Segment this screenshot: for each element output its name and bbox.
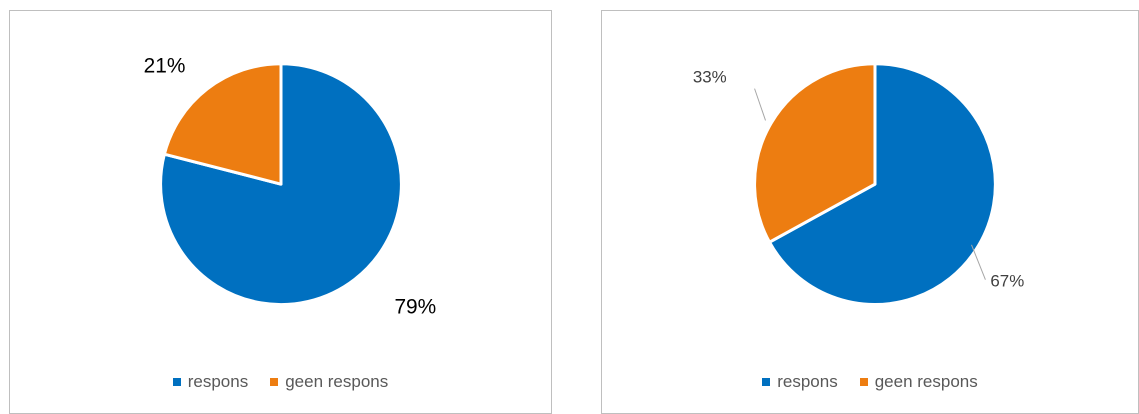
pie-slice-geen-respons [753,62,877,244]
pie-plot-right: 67% 33% [693,62,1024,307]
data-label-geen-respons: 21% [144,55,186,78]
legend-right: respons geen respons [602,372,1138,392]
data-label-respons: 79% [394,295,436,318]
legend-label-respons: respons [777,372,838,391]
legend-swatch-respons [762,378,771,386]
pie-slice-geen-respons [162,62,283,186]
legend-swatch-geen-respons [270,378,279,386]
leader-line-respons [971,244,986,280]
legend-swatch-respons [172,378,181,386]
legend-label-geen-respons: geen respons [285,372,389,391]
legend-item-respons: respons [762,372,838,392]
legend-item-respons: respons [172,372,249,392]
data-label-respons: 67% [990,272,1024,291]
legend-item-geen-respons: geen respons [859,372,978,392]
pie-slice-respons [767,62,997,307]
legend-label-geen-respons: geen respons [874,372,978,391]
legend-item-geen-respons: geen respons [270,372,388,392]
legend-label-respons: respons [187,372,249,391]
data-label-geen-respons: 33% [693,68,727,87]
legend-left: respons geen respons [10,372,551,392]
leader-line-geen-respons [754,88,766,121]
pie-plot-left: 79% 21% [144,55,437,319]
pie-chart-right: 67% 33% respons geen respons [601,10,1139,414]
legend-swatch-geen-respons [859,378,868,386]
pie-chart-left: 79% 21% respons geen respons [9,10,552,414]
